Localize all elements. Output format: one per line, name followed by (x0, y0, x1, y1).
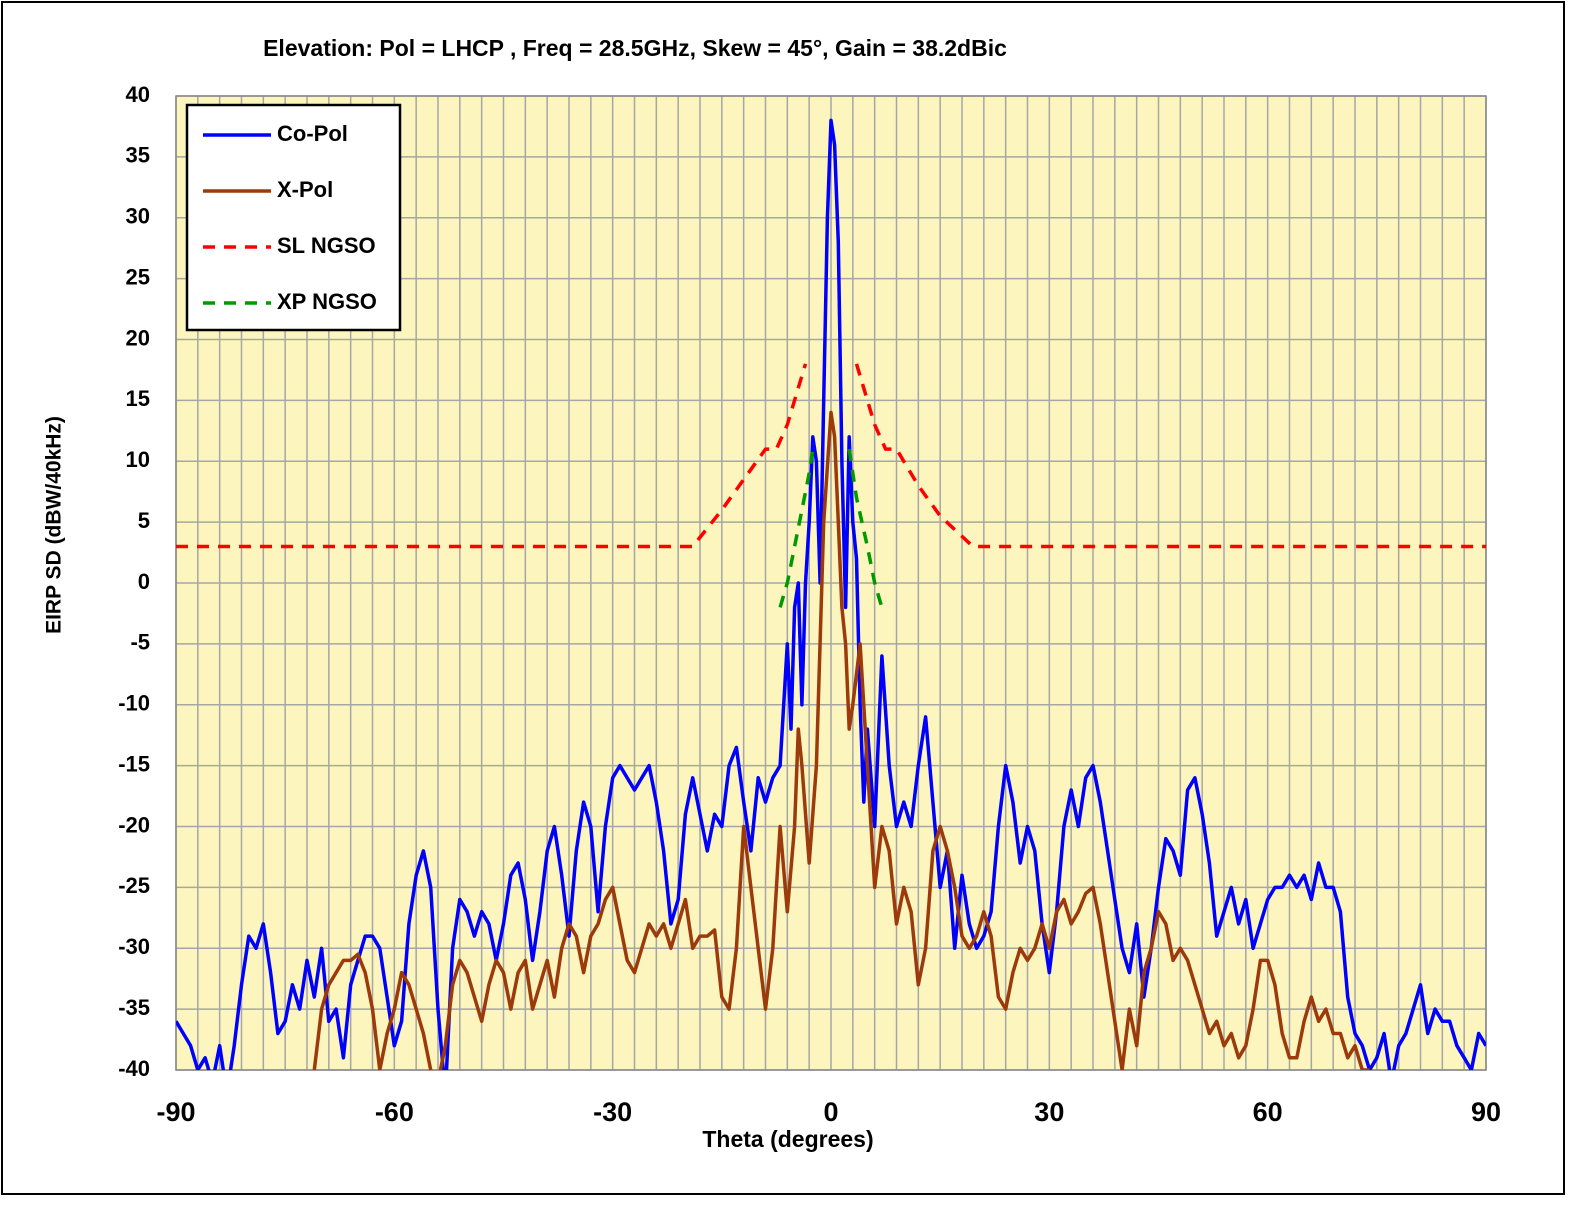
series-line (778, 448, 884, 608)
y-tick-label: 20 (126, 325, 150, 350)
x-tick-label: -60 (375, 1097, 414, 1127)
plot-frame (175, 95, 1487, 1071)
y-tick-label: -10 (118, 691, 150, 716)
x-tick-label: -90 (156, 1097, 195, 1127)
x-tick-label: 60 (1253, 1097, 1283, 1127)
y-tick-label: -25 (118, 873, 150, 898)
y-tick-label: -40 (118, 1056, 150, 1081)
y-tick-label: 35 (126, 143, 150, 168)
y-tick-label: 5 (138, 508, 150, 533)
series-line (176, 363, 1486, 549)
y-tick-label: 0 (138, 569, 150, 594)
y-tick-label: -30 (118, 934, 150, 959)
x-tick-label: 30 (1034, 1097, 1064, 1127)
legend: Co-Pol X-Pol SL NGSO XP NGSO (185, 103, 402, 332)
y-tick-label: -15 (118, 751, 150, 776)
x-tick-label: 90 (1471, 1097, 1501, 1127)
x-tick-label: -30 (593, 1097, 632, 1127)
y-tick-label: 10 (126, 447, 150, 472)
series-group (176, 118, 1486, 1070)
y-axis-label: EIRP SD (dBW/40kHz) (43, 416, 66, 634)
y-tick-label: 15 (126, 386, 150, 411)
legend-label: XP NGSO (277, 289, 377, 314)
y-tick-label: 30 (126, 204, 150, 229)
legend-label: SL NGSO (277, 233, 376, 258)
y-tick-label: -20 (118, 812, 150, 837)
y-tick-label: -35 (118, 995, 150, 1020)
series-line (312, 410, 1370, 1070)
x-axis-label: Theta (degrees) (702, 1126, 873, 1152)
y-tick-label: 25 (126, 264, 150, 289)
legend-label: X-Pol (277, 177, 333, 202)
legend-label: Co-Pol (277, 121, 348, 146)
x-tick-label: 0 (823, 1097, 838, 1127)
y-tick-label: 40 (126, 82, 150, 107)
legend-box (185, 103, 402, 332)
series-line (176, 118, 1486, 1070)
y-tick-label: -5 (130, 630, 150, 655)
chart-title: Elevation: Pol = LHCP , Freq = 28.5GHz, … (263, 35, 1007, 61)
